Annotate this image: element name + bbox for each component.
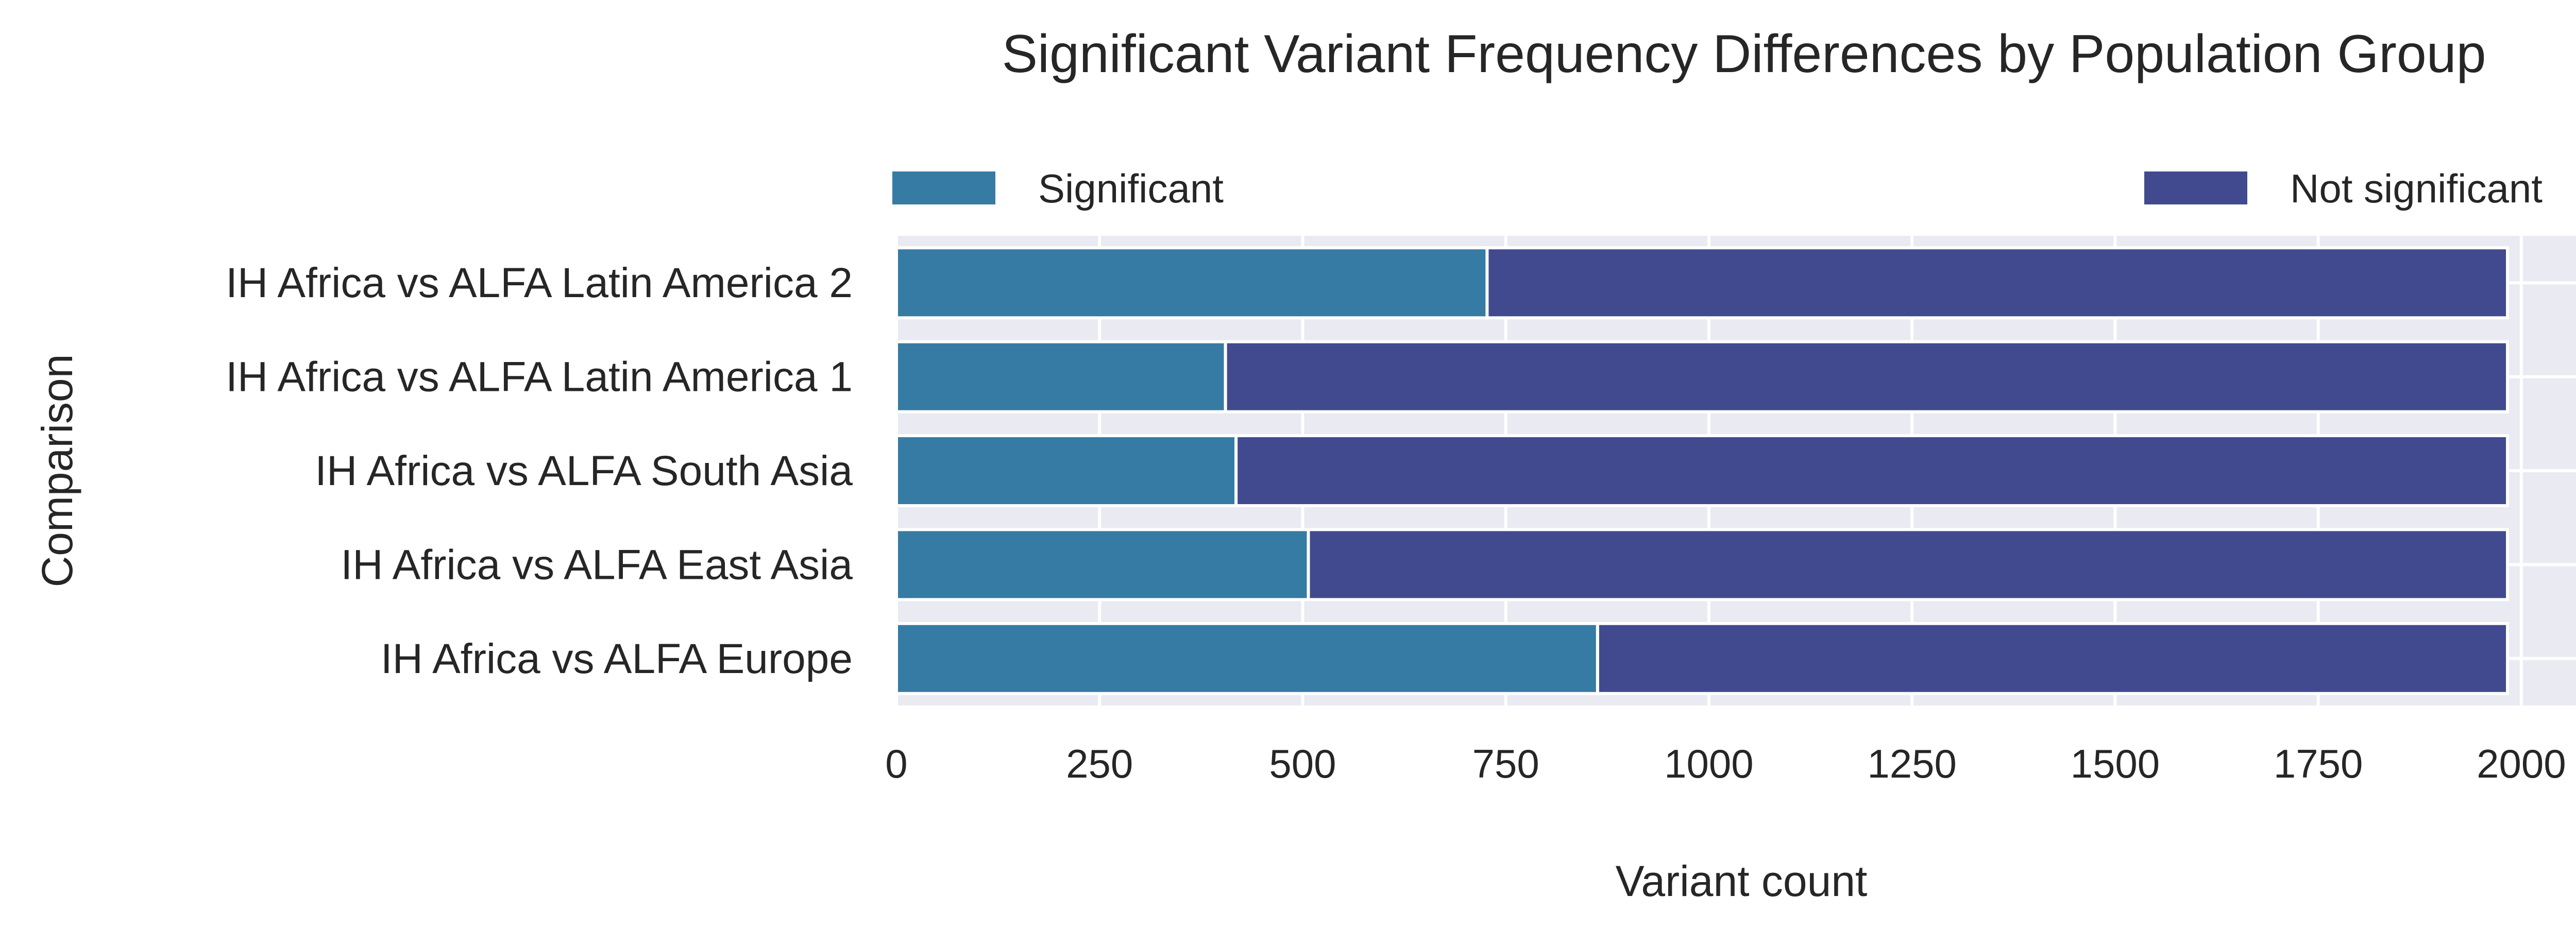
legend: Significant Not significant bbox=[892, 166, 2543, 211]
legend-label-not-significant: Not significant bbox=[2290, 166, 2543, 211]
bar-significant bbox=[895, 246, 1489, 320]
bar-not-significant bbox=[1307, 528, 2510, 601]
y-tick-label: IH Africa vs ALFA East Asia bbox=[341, 541, 853, 588]
legend-label-significant: Significant bbox=[1038, 166, 1224, 211]
x-axis-label: Variant count bbox=[1616, 857, 1868, 905]
bar-not-significant bbox=[1224, 340, 2510, 414]
bar-not-significant bbox=[1596, 622, 2510, 695]
bar-not-significant bbox=[1234, 434, 2510, 507]
x-tick-label: 1250 bbox=[1867, 741, 1957, 786]
x-tick-label: 250 bbox=[1066, 741, 1133, 786]
x-tick-label: 750 bbox=[1472, 741, 1539, 786]
bar-significant bbox=[895, 622, 1599, 695]
legend-swatch-significant bbox=[892, 171, 995, 204]
y-tick-label: IH Africa vs ALFA Latin America 1 bbox=[226, 354, 853, 401]
x-tick-label: 2000 bbox=[2477, 741, 2566, 786]
y-tick-label: IH Africa vs ALFA Latin America 2 bbox=[226, 260, 853, 306]
y-tick-labels: IH Africa vs ALFA Latin America 2 IH Afri… bbox=[226, 260, 853, 682]
bar-not-significant bbox=[1485, 246, 2510, 320]
y-tick-label: IH Africa vs ALFA South Asia bbox=[315, 447, 853, 494]
x-tick-labels: 0 250 500 750 1000 1250 1500 1750 2000 bbox=[885, 741, 2566, 786]
x-tick-label: 0 bbox=[885, 741, 907, 786]
bars bbox=[895, 246, 2510, 695]
chart-title: Significant Variant Frequency Difference… bbox=[1002, 24, 2486, 84]
y-axis-label: Comparison bbox=[33, 354, 81, 588]
x-tick-label: 1500 bbox=[2071, 741, 2160, 786]
y-tick-label: IH Africa vs ALFA Europe bbox=[381, 635, 853, 682]
bar-significant bbox=[895, 528, 1310, 601]
bar-significant bbox=[895, 340, 1227, 414]
legend-swatch-not-significant bbox=[2144, 171, 2247, 204]
bar-significant bbox=[895, 434, 1238, 507]
x-tick-label: 500 bbox=[1269, 741, 1336, 786]
x-tick-label: 1750 bbox=[2274, 741, 2363, 786]
x-tick-label: 1000 bbox=[1664, 741, 1754, 786]
